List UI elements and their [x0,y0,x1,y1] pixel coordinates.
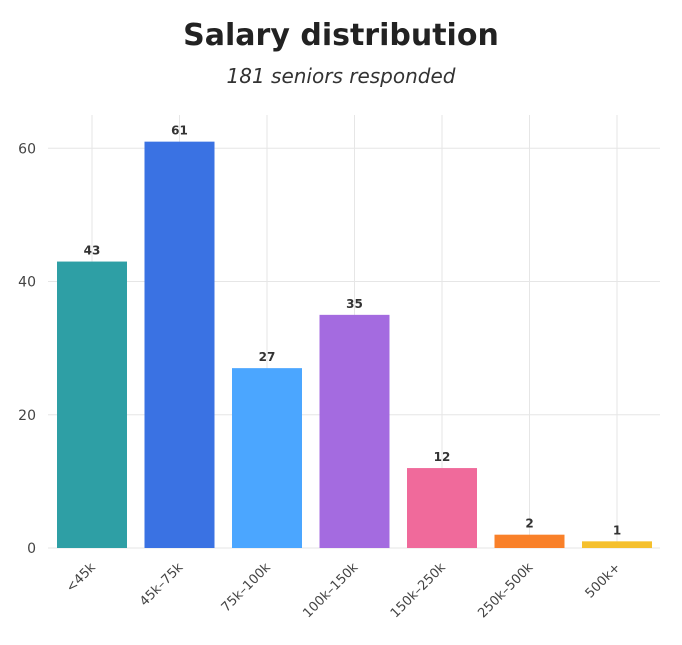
bars [57,141,652,548]
y-tick-label: 60 [18,141,36,157]
x-tick-label: 150k–250k [388,560,449,621]
data-label: 35 [346,297,363,311]
bar [494,534,565,548]
bar [57,261,127,548]
data-label: 43 [84,244,101,258]
x-tick-label: 250k–500k [475,560,536,621]
chart-subtitle: 181 seniors responded [226,64,456,88]
bar [407,468,477,548]
data-label: 2 [525,517,533,531]
bar [319,314,390,548]
chart-title: Salary distribution [183,18,499,53]
x-tick-label: 75k–100k [219,560,274,615]
data-label: 1 [613,523,621,537]
x-tick-label: 500k+ [583,560,624,601]
y-tick-label: 20 [18,408,36,424]
x-tick-label: 100k–150k [300,560,361,621]
x-tick-label: 45k–75k [137,560,187,610]
bar [144,141,215,548]
y-axis: 0 20 40 60 [18,141,36,557]
data-label: 12 [434,450,451,464]
y-tick-label: 0 [27,541,36,557]
y-tick-label: 40 [18,275,36,291]
x-axis: <45k 45k–75k 75k–100k 100k–150k 150k–250k 250… [63,560,623,621]
data-labels: 43 61 27 35 12 2 1 [84,124,622,538]
x-tick-label: <45k [63,560,99,596]
data-label: 61 [171,124,188,138]
data-label: 27 [259,350,276,364]
bar [582,541,652,548]
bar [232,368,302,548]
